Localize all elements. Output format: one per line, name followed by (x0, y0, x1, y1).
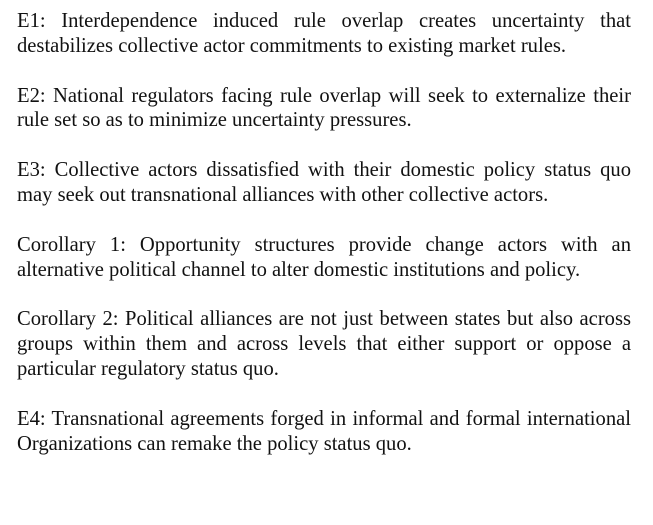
document-page: E1: Interdependence induced rule overlap… (17, 9, 631, 456)
expectation-e4: E4: Transnational agreements forged in i… (17, 407, 631, 455)
corollary-1: Corollary 1: Opportunity structures prov… (17, 233, 631, 281)
expectation-e2: E2: National regulators facing rule over… (17, 84, 631, 132)
expectation-e1: E1: Interdependence induced rule overlap… (17, 10, 631, 57)
corollary-2: Corollary 2: Political alliances are not… (17, 308, 631, 380)
expectation-e3: E3: Collective actors dissatisfied with … (17, 159, 631, 206)
